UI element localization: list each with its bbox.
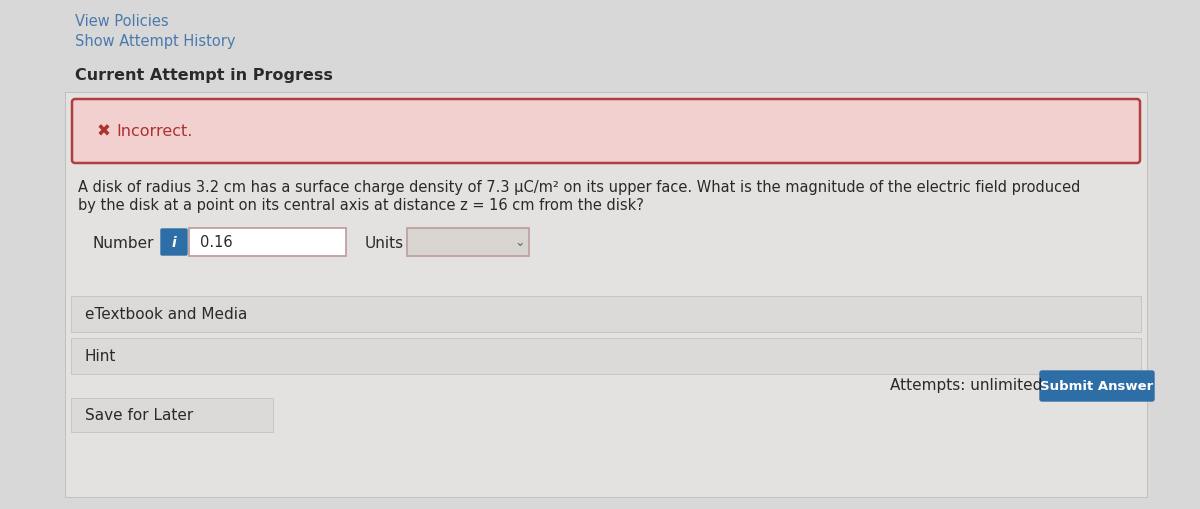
FancyBboxPatch shape xyxy=(161,230,187,256)
Text: View Policies: View Policies xyxy=(74,14,169,29)
Text: i: i xyxy=(172,236,176,249)
Text: Incorrect.: Incorrect. xyxy=(116,124,192,139)
FancyBboxPatch shape xyxy=(71,296,1141,332)
Text: ✖: ✖ xyxy=(97,123,110,140)
Text: Units: Units xyxy=(365,236,404,251)
Text: A disk of radius 3.2 cm has a surface charge density of 7.3 μC/m² on its upper f: A disk of radius 3.2 cm has a surface ch… xyxy=(78,180,1080,194)
Text: Show Attempt History: Show Attempt History xyxy=(74,34,235,49)
Text: Save for Later: Save for Later xyxy=(85,408,193,422)
Text: Hint: Hint xyxy=(85,349,116,364)
Text: Current Attempt in Progress: Current Attempt in Progress xyxy=(74,68,332,83)
Text: ⌄: ⌄ xyxy=(515,236,526,249)
FancyBboxPatch shape xyxy=(71,338,1141,374)
FancyBboxPatch shape xyxy=(190,229,346,257)
Text: Attempts: unlimited: Attempts: unlimited xyxy=(890,378,1043,393)
Text: Submit Answer: Submit Answer xyxy=(1040,380,1153,393)
Text: eTextbook and Media: eTextbook and Media xyxy=(85,307,247,322)
Text: by the disk at a point on its central axis at distance z = 16 cm from the disk?: by the disk at a point on its central ax… xyxy=(78,197,644,213)
Text: Number: Number xyxy=(94,236,155,251)
FancyBboxPatch shape xyxy=(72,100,1140,164)
FancyBboxPatch shape xyxy=(71,398,274,432)
Bar xyxy=(65,93,1147,497)
Text: 0.16: 0.16 xyxy=(200,235,233,250)
FancyBboxPatch shape xyxy=(1040,371,1154,401)
FancyBboxPatch shape xyxy=(407,229,529,257)
